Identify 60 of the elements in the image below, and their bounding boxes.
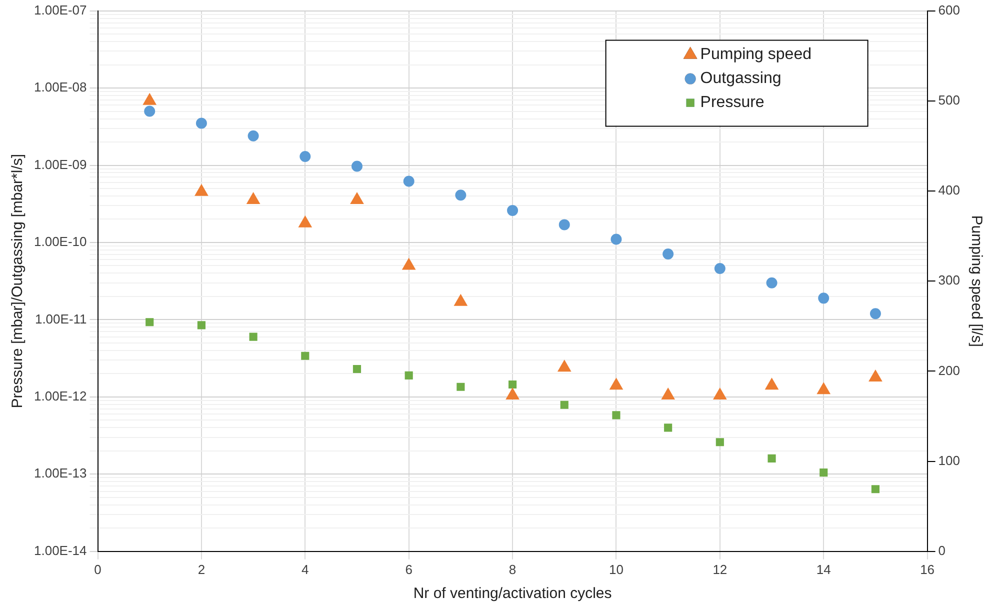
y-tick-label: 1.00E-08 (34, 80, 87, 95)
point (818, 292, 830, 304)
point (300, 150, 311, 162)
point (820, 468, 828, 477)
x-tick-label: 2 (198, 562, 206, 577)
x-axis-title: Nr of venting/activation cycles (413, 585, 612, 602)
point (404, 371, 413, 380)
y2-tick-label: 500 (938, 92, 960, 108)
y2-tick-label: 100 (938, 452, 960, 468)
point (196, 118, 207, 129)
x-tick-label: 0 (94, 562, 102, 577)
y-tick-label: 1.00E-12 (34, 388, 87, 404)
point (716, 438, 724, 446)
point (352, 364, 362, 374)
point (870, 308, 881, 320)
point (558, 219, 570, 230)
point (403, 176, 414, 187)
point (456, 382, 465, 391)
x-tick-label: 16 (920, 562, 935, 577)
point (197, 321, 206, 330)
y-tick-label: 1.00E-11 (34, 311, 87, 326)
point (249, 332, 258, 341)
x-tick-label: 6 (405, 562, 412, 577)
y2-tick-label: 400 (938, 182, 960, 198)
x-tick-label: 12 (712, 562, 728, 577)
point (508, 380, 517, 389)
y-axis-title: Pressure [mbar]/Outgassing [mbar*l/s] (9, 154, 26, 408)
point (662, 248, 674, 260)
point (248, 130, 259, 142)
legend-label: Outgassing (700, 70, 782, 88)
y-tick-label: 1.00E-09 (34, 156, 87, 172)
point (560, 400, 568, 409)
point (664, 424, 672, 432)
x-tick-label: 14 (816, 562, 831, 577)
y2-axis-title: Pumping speed [l/s] (968, 215, 985, 347)
x-tick-label: 10 (608, 562, 624, 577)
point (455, 190, 466, 201)
point (351, 160, 362, 172)
legend-label: Pumping speed (700, 46, 812, 64)
point (144, 106, 156, 117)
y2-tick-label: 600 (938, 2, 960, 18)
point (766, 277, 778, 288)
legend-label: Pressure (700, 94, 764, 112)
y-tick-label: 1.00E-13 (34, 466, 87, 481)
y2-tick-label: 0 (938, 542, 946, 558)
point (146, 318, 154, 326)
point (714, 263, 726, 274)
y2-tick-label: 200 (938, 362, 960, 378)
x-tick-label: 8 (508, 562, 516, 577)
point (612, 411, 620, 420)
y2-tick-label: 300 (938, 272, 960, 288)
y-tick-label: 1.00E-14 (34, 542, 87, 558)
point (301, 352, 310, 360)
y-tick-label: 1.00E-07 (34, 2, 87, 18)
point (871, 485, 880, 494)
point (610, 234, 622, 245)
x-tick-label: 4 (302, 562, 309, 577)
y-tick-label: 1.00E-10 (34, 234, 87, 250)
point (768, 454, 776, 462)
point (507, 204, 518, 216)
